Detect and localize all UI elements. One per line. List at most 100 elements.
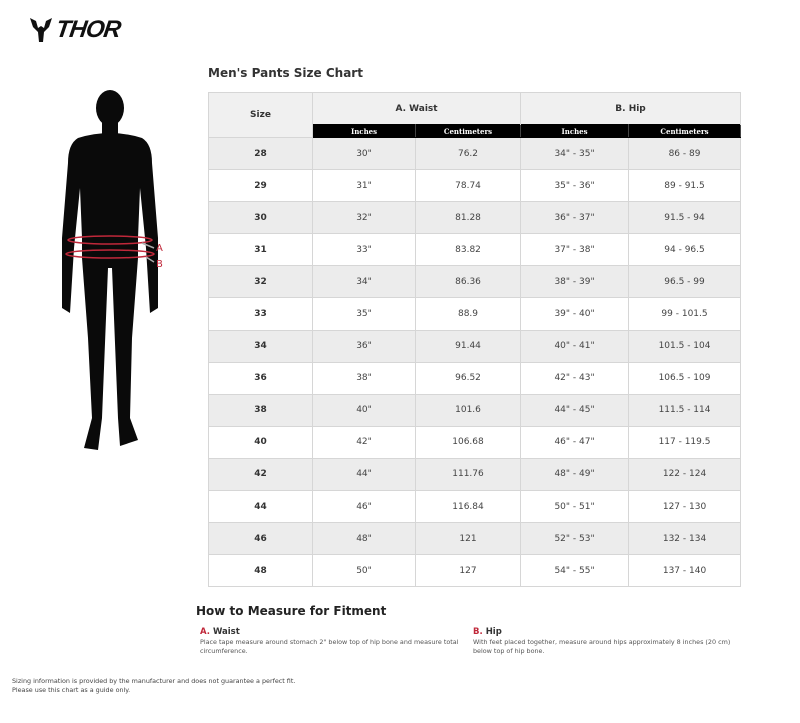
cell-hip-cm: 101.5 - 104	[628, 329, 742, 363]
cell-waist-inches: 42"	[312, 425, 416, 459]
hip-instructions: With feet placed together, measure aroun…	[473, 638, 731, 655]
table-row: 34 36" 91.44 40" - 41" 101.5 - 104	[208, 329, 742, 363]
table-row: 33 35" 88.9 39" - 40" 99 - 101.5	[208, 297, 742, 331]
table-row: 40 42" 106.68 46" - 47" 117 - 119.5	[208, 425, 742, 459]
cell-waist-inches: 38"	[312, 361, 416, 395]
cell-hip-cm: 86 - 89	[628, 136, 742, 171]
disclaimer-line-2: Please use this chart as a guide only.	[12, 686, 131, 694]
cell-waist-inches: 40"	[312, 393, 416, 427]
size-chart-table: Size A. Waist B. Hip Inches Centimeters …	[208, 92, 742, 588]
label-a: A	[156, 243, 163, 254]
cell-waist-cm: 86.36	[414, 265, 522, 299]
cell-waist-inches: 50"	[312, 554, 416, 588]
cell-size: 30	[208, 201, 313, 235]
table-row: 36 38" 96.52 42" - 43" 106.5 - 109	[208, 361, 742, 395]
cell-waist-cm: 111.76	[414, 457, 522, 492]
cell-size: 36	[208, 361, 313, 395]
cell-hip-cm: 127 - 130	[628, 490, 742, 524]
measure-waist: A. Waist Place tape measure around stoma…	[200, 628, 470, 656]
cell-hip-inches: 50" - 51"	[520, 490, 630, 524]
cell-hip-inches: 36" - 37"	[520, 201, 630, 235]
hip-header: B. Hip	[520, 92, 742, 125]
subheader-hip-inches: Inches	[520, 124, 630, 138]
cell-waist-inches: 48"	[312, 522, 416, 556]
table-row: 31 33" 83.82 37" - 38" 94 - 96.5	[208, 233, 742, 267]
size-header: Size	[208, 92, 313, 138]
body-silhouette-figure: A B	[62, 90, 163, 450]
cell-waist-inches: 31"	[312, 169, 416, 203]
cell-waist-inches: 35"	[312, 297, 416, 331]
cell-size: 44	[208, 490, 313, 524]
cell-size: 33	[208, 297, 313, 331]
cell-hip-cm: 94 - 96.5	[628, 233, 742, 267]
cell-hip-cm: 96.5 - 99	[628, 265, 742, 299]
cell-hip-cm: 111.5 - 114	[628, 393, 742, 427]
table-row: 48 50" 127 54" - 55" 137 - 140	[208, 554, 742, 588]
cell-hip-inches: 42" - 43"	[520, 361, 630, 395]
cell-waist-cm: 88.9	[414, 297, 522, 331]
cell-waist-cm: 121	[414, 522, 522, 556]
label-b: B	[156, 259, 163, 270]
table-row: 28 30" 76.2 34" - 35" 86 - 89	[208, 136, 742, 171]
waist-letter: A.	[200, 627, 210, 637]
measure-hip: B. Hip With feet placed together, measur…	[473, 628, 743, 656]
cell-size: 46	[208, 522, 313, 556]
cell-waist-inches: 36"	[312, 329, 416, 363]
cell-hip-cm: 137 - 140	[628, 554, 742, 588]
cell-waist-cm: 78.74	[414, 169, 522, 203]
table-row: 38 40" 101.6 44" - 45" 111.5 - 114	[208, 393, 742, 427]
cell-waist-inches: 34"	[312, 265, 416, 299]
cell-hip-cm: 117 - 119.5	[628, 425, 742, 459]
table-row: 30 32" 81.28 36" - 37" 91.5 - 94	[208, 201, 742, 235]
cell-hip-cm: 106.5 - 109	[628, 361, 742, 395]
measure-lines	[65, 235, 155, 263]
table-row: 32 34" 86.36 38" - 39" 96.5 - 99	[208, 265, 742, 299]
hip-letter: B.	[473, 627, 483, 637]
cell-hip-inches: 34" - 35"	[520, 136, 630, 171]
subheader-waist-inches: Inches	[312, 124, 416, 138]
cell-size: 31	[208, 233, 313, 267]
howto-title: How to Measure for Fitment	[196, 604, 387, 618]
cell-size: 48	[208, 554, 313, 588]
subheader-hip-cm: Centimeters	[628, 124, 742, 138]
cell-size: 34	[208, 329, 313, 363]
waist-header: A. Waist	[311, 92, 522, 125]
cell-waist-cm: 96.52	[414, 361, 522, 395]
cell-hip-cm: 99 - 101.5	[628, 297, 742, 331]
cell-waist-inches: 46"	[312, 490, 416, 524]
thor-logo: THOR	[30, 16, 122, 44]
cell-hip-inches: 44" - 45"	[520, 393, 630, 427]
thor-emblem-icon	[30, 18, 52, 42]
cell-waist-inches: 44"	[312, 457, 416, 492]
waist-instructions: Place tape measure around stomach 2" bel…	[200, 638, 459, 655]
subheader-waist-cm: Centimeters	[414, 124, 522, 138]
table-row: 29 31" 78.74 35" - 36" 89 - 91.5	[208, 169, 742, 203]
cell-hip-inches: 38" - 39"	[520, 265, 630, 299]
cell-waist-cm: 91.44	[414, 329, 522, 363]
cell-hip-inches: 37" - 38"	[520, 233, 630, 267]
cell-hip-inches: 40" - 41"	[520, 329, 630, 363]
waist-name: Waist	[212, 627, 240, 637]
cell-waist-cm: 76.2	[414, 136, 522, 171]
cell-waist-cm: 81.28	[414, 201, 522, 235]
cell-waist-inches: 30"	[312, 136, 416, 171]
cell-hip-inches: 54" - 55"	[520, 554, 630, 588]
disclaimer: Sizing information is provided by the ma…	[12, 677, 295, 695]
cell-waist-cm: 106.68	[414, 425, 522, 459]
cell-waist-cm: 101.6	[414, 393, 522, 427]
cell-hip-cm: 91.5 - 94	[628, 201, 742, 235]
cell-hip-cm: 132 - 134	[628, 522, 742, 556]
cell-hip-inches: 48" - 49"	[520, 457, 630, 492]
cell-hip-inches: 35" - 36"	[520, 169, 630, 203]
cell-waist-inches: 33"	[312, 233, 416, 267]
table-row: 46 48" 121 52" - 53" 132 - 134	[208, 522, 742, 556]
cell-hip-cm: 89 - 91.5	[628, 169, 742, 203]
cell-hip-cm: 122 - 124	[628, 457, 742, 492]
cell-waist-cm: 116.84	[414, 490, 522, 524]
cell-hip-inches: 46" - 47"	[520, 425, 630, 459]
page-title: Men's Pants Size Chart	[208, 66, 363, 80]
brand-name: THOR	[54, 16, 122, 43]
cell-size: 29	[208, 169, 313, 203]
cell-hip-inches: 39" - 40"	[520, 297, 630, 331]
cell-size: 28	[208, 136, 313, 171]
